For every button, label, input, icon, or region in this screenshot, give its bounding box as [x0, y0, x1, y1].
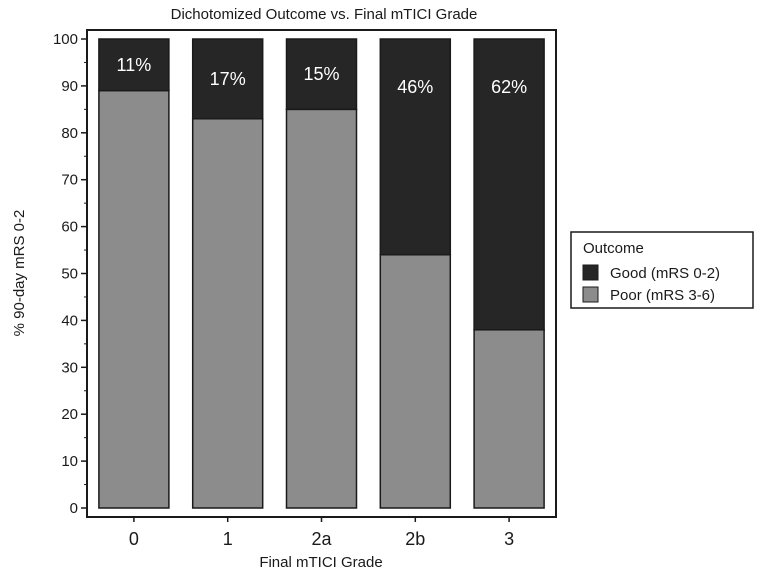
bar-poor-2a: [285, 108, 358, 509]
legend-entry-0: Good (mRS 0-2): [610, 265, 720, 282]
y-tick-label-100: 100: [53, 31, 78, 48]
y-tick-label-10: 10: [61, 453, 78, 470]
legend-title: Outcome: [583, 240, 644, 257]
bar-good-2b: [379, 38, 452, 256]
y-tick-label-20: 20: [61, 406, 78, 423]
y-tick-label-80: 80: [61, 125, 78, 142]
y-tick-label-40: 40: [61, 312, 78, 329]
legend-swatch-0: [582, 264, 599, 281]
x-axis-label: Final mTICI Grade: [259, 554, 382, 571]
legend-entry-1: Poor (mRS 3-6): [610, 287, 715, 304]
y-tick-label-60: 60: [61, 219, 78, 236]
data-label-1: 17%: [210, 69, 246, 89]
bar-poor-2b: [379, 253, 452, 509]
bar-good-2a: [285, 38, 358, 111]
bar-poor-0: [98, 89, 170, 509]
bar-poor-3: [473, 329, 545, 509]
bar-good-0: [98, 38, 170, 92]
x-tick-label-2a: 2a: [311, 529, 332, 549]
y-axis-label: % 90-day mRS 0-2: [11, 210, 28, 337]
data-label-2b: 46%: [397, 77, 433, 97]
x-tick-label-3: 3: [504, 529, 514, 549]
x-tick-label-0: 0: [129, 529, 139, 549]
legend-box: [570, 231, 754, 309]
bar-good-1: [191, 38, 264, 120]
x-tick-label-2b: 2b: [405, 529, 425, 549]
y-tick-label-70: 70: [61, 172, 78, 189]
data-label-0: 11%: [117, 55, 152, 75]
bar-poor-1: [191, 117, 264, 509]
bar-good-3: [473, 38, 545, 331]
legend-swatch-1: [582, 286, 599, 303]
y-tick-label-50: 50: [61, 266, 78, 283]
y-tick-label-30: 30: [61, 359, 78, 376]
chart-title: Dichotomized Outcome vs. Final mTICI Gra…: [171, 6, 478, 23]
x-tick-label-1: 1: [223, 529, 233, 549]
legend: Outcome Good (mRS 0-2) Poor (mRS 3-6): [570, 231, 754, 309]
data-label-3: 62%: [491, 77, 527, 97]
bars-group: 11% 17% 15% 46% 62%: [98, 38, 545, 509]
y-tick-label-90: 90: [61, 78, 78, 95]
data-label-2a: 15%: [303, 64, 339, 84]
y-tick-label-0: 0: [70, 500, 78, 517]
